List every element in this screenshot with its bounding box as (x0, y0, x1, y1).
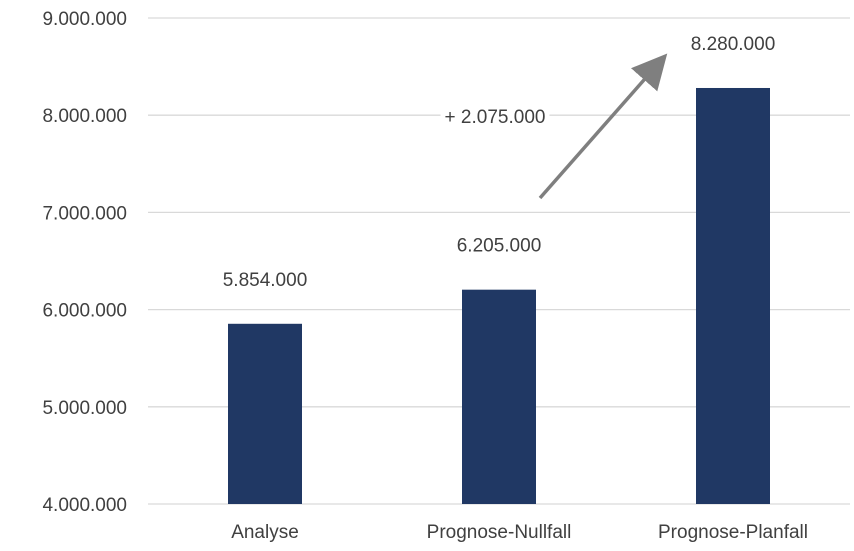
y-tick-label: 5.000.000 (42, 398, 127, 419)
annotation: + 2.075.000 (440, 53, 668, 200)
bar-2 (696, 87, 770, 504)
difference-annotation: + 2.075.000 (445, 107, 546, 128)
x-tick-label: Prognose-Planfall (658, 522, 808, 543)
data-label: 8.280.000 (691, 34, 776, 55)
increase-arrow (538, 53, 668, 200)
bar-0 (228, 323, 302, 504)
x-tick-label: Prognose-Nullfall (427, 522, 572, 543)
y-tick-label: 9.000.000 (42, 9, 127, 30)
y-tick-label: 6.000.000 (42, 301, 127, 322)
x-tick-label: Analyse (231, 522, 299, 543)
x-axis-tick-labels: Analyse Prognose-Nullfall Prognose-Planfal… (231, 522, 808, 543)
bar-1 (462, 289, 536, 504)
y-tick-label: 4.000.000 (42, 495, 127, 516)
annotation-background (440, 107, 550, 128)
y-axis-tick-labels: 4.000.000 5.000.000 6.000.000 7.000.000 8.00… (42, 9, 127, 516)
y-tick-label: 7.000.000 (42, 203, 127, 224)
data-label: 5.854.000 (223, 270, 308, 291)
data-label: 6.205.000 (457, 236, 542, 257)
bars (228, 87, 770, 504)
data-labels: 5.854.000 6.205.000 8.280.000 (223, 34, 776, 291)
y-tick-label: 8.000.000 (42, 106, 127, 127)
